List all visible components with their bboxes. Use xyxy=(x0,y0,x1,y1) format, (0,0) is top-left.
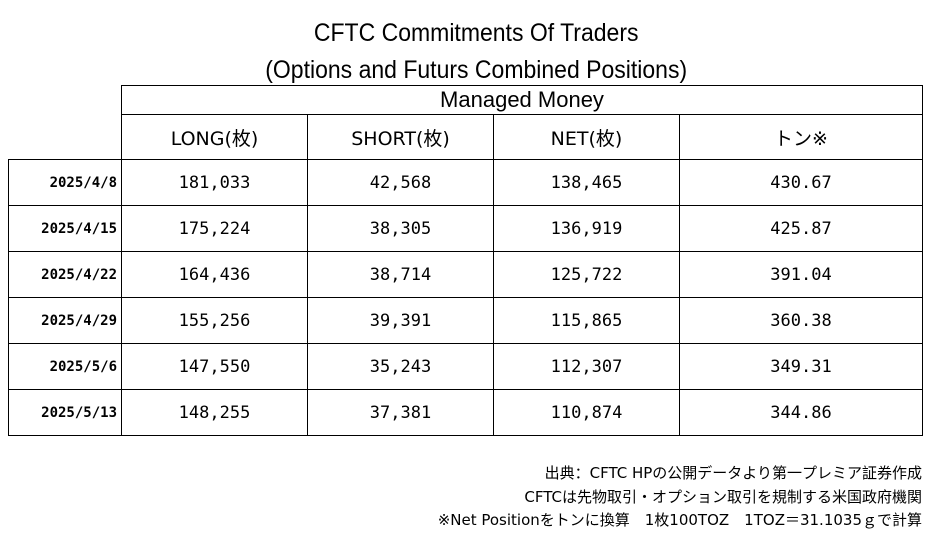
footnotes: 出典：CFTC HPの公開データより第一プレミア証券作成 CFTCは先物取引・オ… xyxy=(438,462,922,533)
cell-short: 38,305 xyxy=(307,205,494,252)
row-date: 2025/5/6 xyxy=(8,343,122,390)
cell-ton: 425.87 xyxy=(679,205,923,252)
table-row: 2025/4/15 175,224 38,305 136,919 425.87 xyxy=(8,205,923,252)
cell-long: 155,256 xyxy=(121,297,308,344)
row-date: 2025/4/8 xyxy=(8,159,122,206)
cell-short: 37,381 xyxy=(307,389,494,436)
cftc-note: CFTCは先物取引・オプション取引を規制する米国政府機関 xyxy=(524,487,922,506)
cell-net: 125,722 xyxy=(493,251,680,298)
cell-ton: 344.86 xyxy=(679,389,923,436)
table-row: 2025/4/22 164,436 38,714 125,722 391.04 xyxy=(8,251,923,298)
cell-net: 136,919 xyxy=(493,205,680,252)
table-row: 2025/4/8 181,033 42,568 138,465 430.67 xyxy=(8,159,923,206)
corner-blank xyxy=(9,115,122,160)
chart-title: CFTC Commitments Of Traders xyxy=(313,19,639,47)
table-row: 2025/5/13 148,255 37,381 110,874 344.86 xyxy=(8,389,923,436)
row-date: 2025/4/29 xyxy=(8,297,122,344)
conversion-note: ※Net Positionをトンに換算 1枚100TOZ 1TOZ＝31.103… xyxy=(437,511,922,529)
source-note: 出典：CFTC HPの公開データより第一プレミア証券作成 xyxy=(544,464,922,482)
group-header: Managed Money xyxy=(121,85,923,115)
column-header-short: SHORT(枚) xyxy=(307,114,494,160)
column-header-long: LONG(枚) xyxy=(121,114,308,160)
cell-long: 147,550 xyxy=(121,343,308,390)
cell-long: 181,033 xyxy=(121,159,308,206)
table-row: 2025/4/29 155,256 39,391 115,865 360.38 xyxy=(8,297,923,344)
cell-ton: 349.31 xyxy=(679,343,923,390)
row-date: 2025/4/22 xyxy=(8,251,122,298)
cell-ton: 430.67 xyxy=(679,159,923,206)
cell-short: 39,391 xyxy=(307,297,494,344)
cell-net: 112,307 xyxy=(493,343,680,390)
cell-ton: 360.38 xyxy=(679,297,923,344)
cell-short: 38,714 xyxy=(307,251,494,298)
corner-blank xyxy=(9,86,122,115)
cell-short: 42,568 xyxy=(307,159,494,206)
row-date: 2025/5/13 xyxy=(8,389,122,436)
table-row: 2025/5/6 147,550 35,243 112,307 349.31 xyxy=(8,343,923,390)
cell-short: 35,243 xyxy=(307,343,494,390)
cell-long: 175,224 xyxy=(121,205,308,252)
row-date: 2025/4/15 xyxy=(8,205,122,252)
cell-net: 138,465 xyxy=(493,159,680,206)
cell-net: 110,874 xyxy=(493,389,680,436)
cell-long: 148,255 xyxy=(121,389,308,436)
cell-ton: 391.04 xyxy=(679,251,923,298)
column-header-ton: トン※ xyxy=(679,114,923,160)
column-header-net: NET(枚) xyxy=(493,114,680,160)
cot-table: Managed Money LONG(枚) SHORT(枚) NET(枚) トン… xyxy=(8,85,923,436)
cell-long: 164,436 xyxy=(121,251,308,298)
cell-net: 115,865 xyxy=(493,297,680,344)
chart-subtitle: (Options and Futurs Combined Positions) xyxy=(265,56,688,84)
